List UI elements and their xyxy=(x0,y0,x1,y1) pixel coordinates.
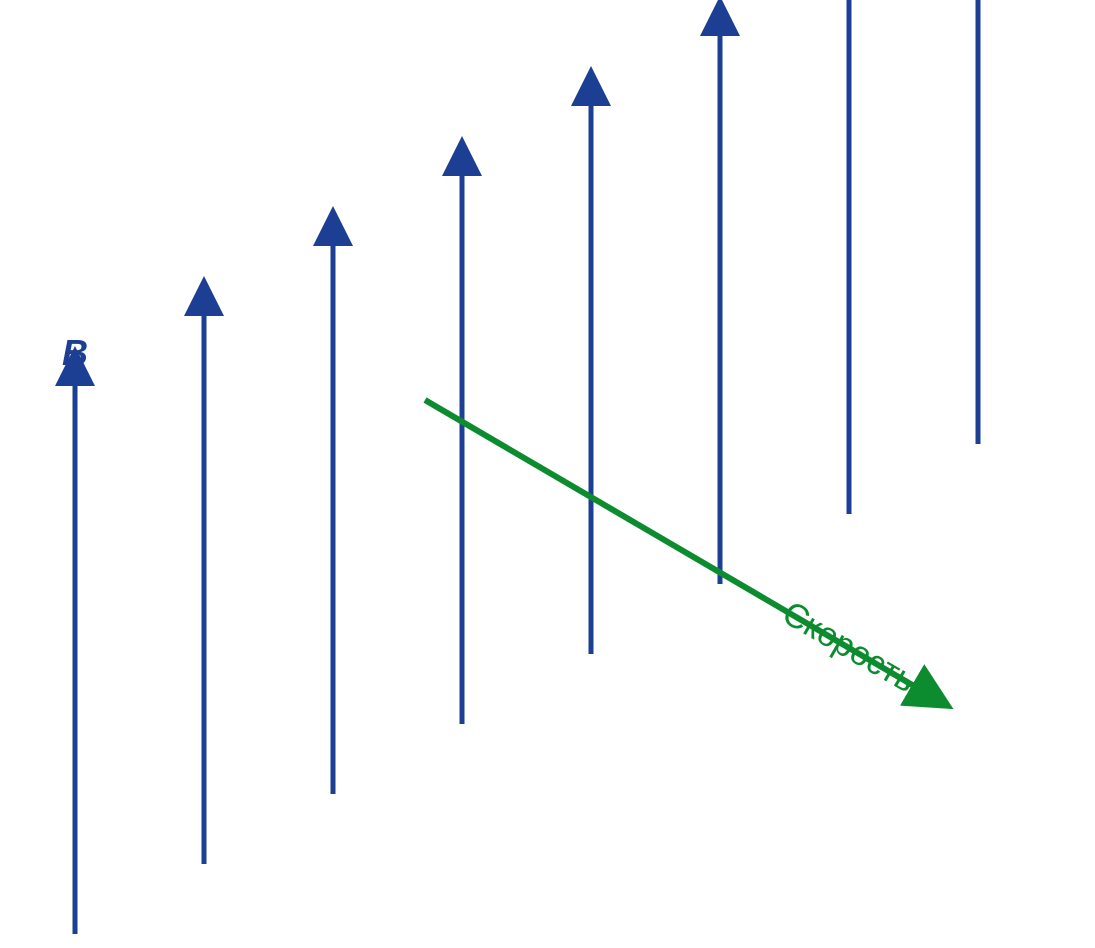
magnetic-field-arrows xyxy=(75,0,1095,934)
velocity-label-text: Скорость xyxy=(776,594,922,700)
velocity-label: Скорость xyxy=(776,594,922,700)
vector-field-diagram: Скорость xyxy=(0,0,1095,948)
field-label-B: B xyxy=(62,332,88,374)
